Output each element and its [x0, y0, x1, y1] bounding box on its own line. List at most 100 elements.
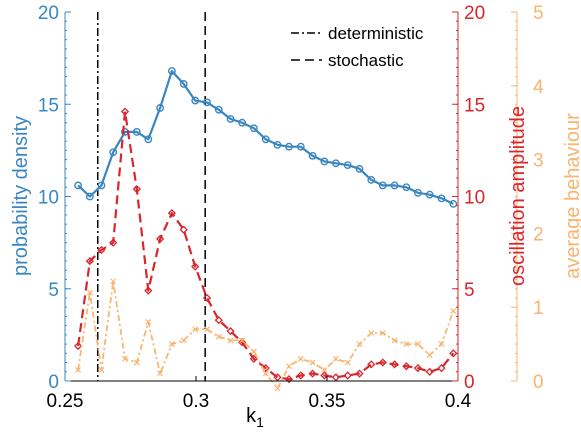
probability-density-point — [97, 181, 106, 190]
right1-tick-label: 20 — [464, 3, 485, 24]
average-behaviour-point — [145, 319, 152, 325]
right2-tick-label: 4 — [533, 77, 544, 98]
average-behaviour-point — [297, 355, 304, 362]
average-behaviour-point — [110, 278, 117, 285]
left-tick-label: 0 — [48, 372, 59, 393]
probability-density-point — [414, 188, 422, 197]
oscillation-amplitude-point — [308, 369, 317, 378]
right1-series-line — [77, 110, 455, 381]
probability-density-point — [390, 181, 399, 190]
left-tick-label: 15 — [38, 95, 59, 116]
oscillation-amplitude-point — [85, 256, 95, 266]
probability-density-point — [285, 142, 293, 151]
average-behaviour-point — [122, 355, 128, 362]
legend-label-deterministic: deterministic — [328, 24, 424, 43]
series-probability-density — [74, 67, 458, 208]
x-tick-label: 0.3 — [183, 391, 209, 412]
left-tick-label: 5 — [48, 280, 59, 301]
average-behaviour-point — [368, 330, 375, 336]
average-behaviour-point — [227, 337, 234, 344]
right2-tick-label: 0 — [533, 372, 544, 393]
probability-density-point — [378, 181, 387, 190]
oscillation-amplitude-point — [249, 354, 259, 363]
average-behaviour-point — [438, 341, 445, 348]
oscillation-amplitude-point — [226, 327, 235, 336]
average-behaviour-point — [344, 359, 351, 366]
oscillation-amplitude-point — [413, 363, 423, 373]
oscillation-amplitude-point — [214, 315, 223, 325]
probability-density-point — [214, 105, 223, 114]
series-average-behaviour — [75, 278, 457, 392]
x-axis-label-main: k — [246, 405, 257, 427]
right1-y-axis-label: oscillation amplitude — [507, 106, 529, 286]
average-behaviour-point — [192, 326, 199, 333]
average-behaviour-point — [309, 359, 316, 366]
oscillation-amplitude-point — [367, 360, 376, 369]
average-behaviour-point — [157, 370, 164, 377]
oscillation-amplitude-point — [449, 349, 458, 358]
average-behaviour-point — [274, 385, 281, 392]
average-behaviour-point — [332, 355, 339, 362]
average-behaviour-point — [356, 341, 363, 348]
x-axis-label-subscript: 1 — [256, 414, 264, 430]
average-behaviour-point — [414, 341, 421, 348]
oscillation-amplitude-point — [73, 341, 83, 351]
oscillation-amplitude-point — [296, 371, 305, 380]
average-behaviour-point — [86, 289, 93, 296]
average-behaviour-point — [98, 367, 105, 373]
oscillation-amplitude-point — [191, 262, 200, 271]
probability-density-point — [109, 148, 118, 157]
probability-density-point — [320, 157, 329, 166]
average-behaviour-point — [450, 307, 457, 314]
probability-density-point — [203, 98, 211, 107]
average-behaviour-point — [250, 348, 257, 355]
average-behaviour-point — [168, 341, 175, 348]
oscillation-amplitude-point — [237, 338, 247, 347]
probability-density-point — [355, 164, 364, 173]
oscillation-amplitude-point — [97, 245, 106, 255]
probability-density-point — [156, 104, 165, 112]
probability-density-point — [437, 194, 446, 203]
probability-density-point — [367, 175, 376, 184]
average-behaviour-point — [133, 359, 140, 366]
probability-density-point — [85, 192, 94, 201]
x-tick-label: 0.35 — [309, 391, 346, 412]
right2-series-line — [77, 280, 455, 390]
right2-tick-label: 2 — [533, 224, 544, 245]
x-tick-label: 0.25 — [47, 391, 84, 412]
right2-tick-label: 5 — [533, 3, 544, 24]
average-behaviour-point — [180, 337, 187, 344]
average-behaviour-point — [215, 333, 222, 340]
oscillation-amplitude-point — [355, 369, 364, 378]
right2-y-axis-label: average behaviour — [562, 113, 581, 279]
left-tick-label: 20 — [38, 3, 59, 24]
oscillation-amplitude-point — [202, 293, 212, 303]
average-behaviour-point — [204, 326, 210, 333]
oscillation-amplitude-point — [437, 363, 446, 373]
average-behaviour-point — [262, 370, 269, 377]
oscillation-amplitude-point — [378, 358, 387, 367]
oscillation-amplitude-point — [109, 238, 118, 247]
series-oscillation-amplitude — [73, 107, 458, 384]
probability-density-point — [179, 80, 188, 88]
probability-density-point — [74, 181, 83, 190]
probability-density-point — [226, 115, 235, 123]
oscillation-amplitude-point — [261, 363, 270, 373]
average-behaviour-point — [286, 363, 292, 370]
oscillation-amplitude-point — [402, 362, 411, 371]
left-series-line — [77, 69, 454, 205]
probability-density-point — [144, 135, 153, 144]
average-behaviour-point — [426, 352, 433, 359]
oscillation-amplitude-point — [179, 225, 188, 234]
oscillation-amplitude-point — [167, 208, 177, 218]
vertical-reference-lines — [97, 12, 206, 381]
left-tick-label: 10 — [38, 188, 59, 209]
average-behaviour-point — [239, 337, 246, 344]
x-axis-label: k1 — [246, 405, 264, 430]
probability-density-point — [250, 124, 258, 133]
oscillation-amplitude-point — [343, 371, 352, 380]
oscillation-amplitude-point — [144, 286, 153, 295]
probability-density-point — [343, 161, 352, 170]
